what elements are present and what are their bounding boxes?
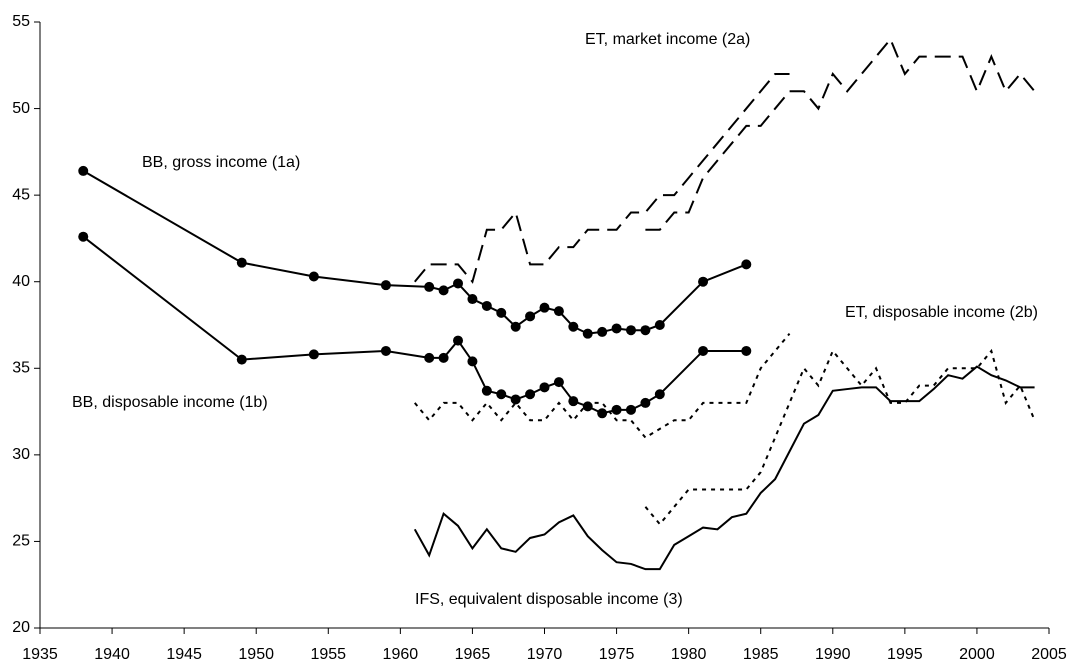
series-line	[82, 235, 747, 415]
series-line	[82, 170, 747, 335]
series-line	[414, 72, 790, 284]
marker	[539, 382, 550, 393]
marker	[553, 306, 564, 317]
marker	[496, 389, 507, 400]
y-tick-label: 30	[12, 446, 30, 463]
series-line	[414, 333, 791, 439]
y-tick-label: 45	[12, 186, 30, 203]
annotation: BB, gross income (1a)	[142, 154, 300, 171]
y-tick-label: 25	[12, 533, 30, 550]
marker	[525, 389, 536, 400]
marker	[698, 345, 709, 356]
marker	[741, 345, 752, 356]
marker	[640, 397, 651, 408]
marker	[525, 311, 536, 322]
marker	[438, 352, 449, 363]
marker	[308, 349, 319, 360]
series-line	[645, 37, 1036, 231]
marker	[236, 354, 247, 365]
series-line	[644, 348, 1036, 526]
x-tick-label: 1965	[455, 646, 491, 663]
x-tick-label: 1990	[815, 646, 851, 663]
x-tick-label: 1985	[743, 646, 779, 663]
x-tick-label: 1970	[527, 646, 563, 663]
marker	[625, 404, 636, 415]
marker	[568, 321, 579, 332]
marker	[308, 271, 319, 282]
x-tick-label: 1945	[166, 646, 202, 663]
marker	[741, 259, 752, 270]
marker	[236, 257, 247, 268]
x-tick-label: 2000	[959, 646, 995, 663]
marker	[611, 323, 622, 334]
marker	[78, 165, 89, 176]
x-tick-label: 1960	[383, 646, 419, 663]
x-tick-label: 1935	[22, 646, 58, 663]
marker	[78, 231, 89, 242]
marker	[467, 294, 478, 305]
x-tick-label: 2005	[1031, 646, 1067, 663]
x-tick-label: 1995	[887, 646, 923, 663]
x-tick-label: 1950	[238, 646, 274, 663]
y-tick-label: 55	[12, 13, 30, 30]
marker	[438, 285, 449, 296]
marker	[582, 401, 593, 412]
y-tick-label: 50	[12, 100, 30, 117]
marker	[380, 345, 391, 356]
marker	[539, 302, 550, 313]
marker	[453, 278, 464, 289]
marker	[453, 335, 464, 346]
marker	[510, 394, 521, 405]
marker	[654, 320, 665, 330]
y-tick-label: 35	[12, 360, 30, 377]
annotation: ET, disposable income (2b)	[845, 304, 1038, 321]
marker	[597, 326, 608, 337]
marker	[481, 300, 492, 311]
marker	[640, 325, 651, 336]
annotation: ET, market income (2a)	[585, 31, 750, 48]
annotation: BB, disposable income (1b)	[72, 394, 268, 411]
marker	[553, 377, 564, 388]
marker	[380, 280, 391, 291]
x-tick-label: 1955	[310, 646, 346, 663]
marker	[611, 404, 622, 415]
marker	[654, 389, 665, 400]
annotation: IFS, equivalent disposable income (3)	[415, 591, 683, 608]
marker	[568, 396, 579, 407]
x-tick-label: 1980	[671, 646, 707, 663]
marker	[510, 321, 521, 332]
marker	[467, 356, 478, 367]
x-tick-label: 1975	[599, 646, 635, 663]
y-tick-label: 20	[12, 619, 30, 636]
x-tick-label: 1940	[94, 646, 130, 663]
marker	[496, 307, 507, 318]
marker	[424, 281, 435, 292]
marker	[698, 276, 709, 287]
marker	[597, 408, 608, 419]
marker	[424, 352, 435, 363]
marker	[582, 328, 593, 339]
series-line	[413, 365, 1035, 571]
marker	[481, 385, 492, 396]
y-tick-label: 40	[12, 273, 30, 290]
marker	[625, 325, 636, 336]
